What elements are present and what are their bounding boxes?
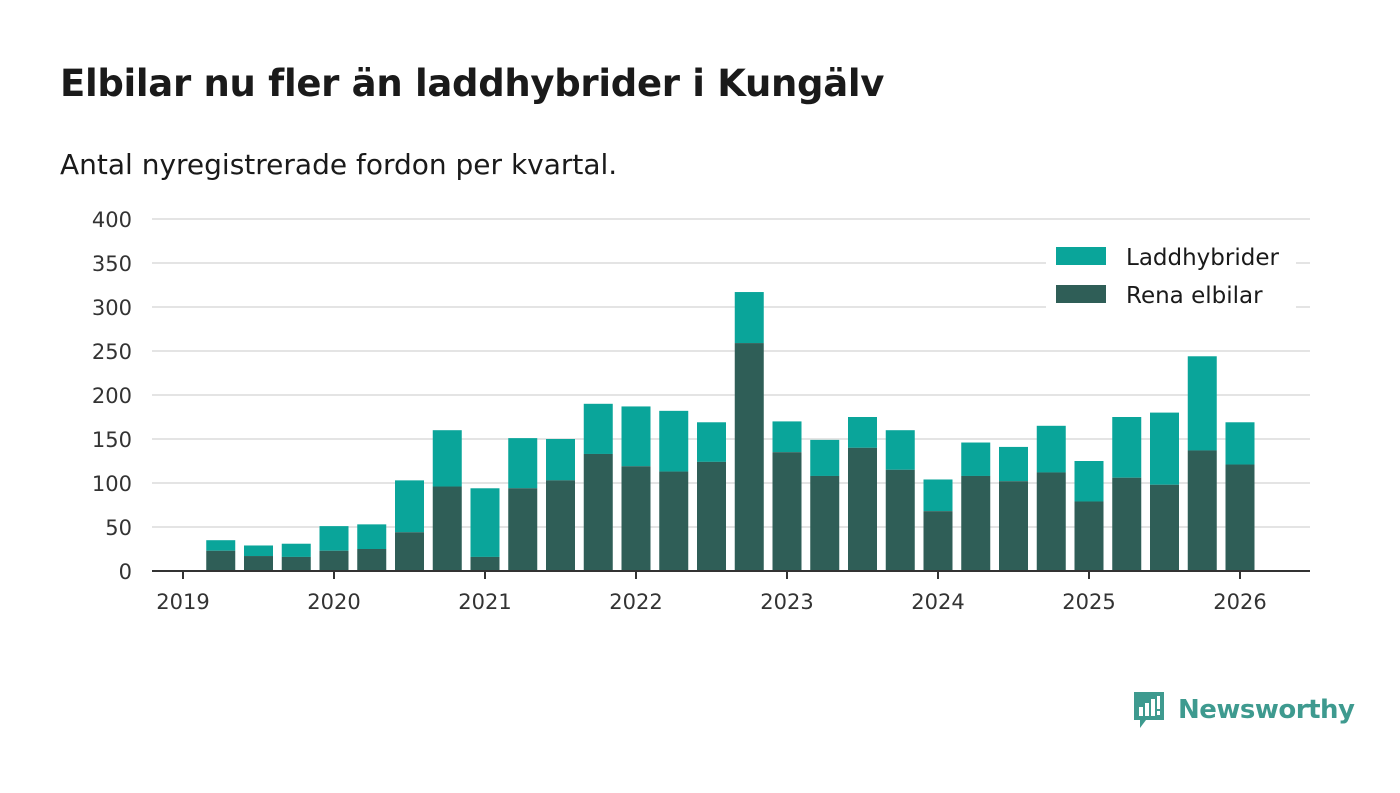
chart-subtitle: Antal nyregistrerade fordon per kvartal. <box>60 148 618 181</box>
bar-rena-elbilar <box>357 549 387 571</box>
bar-rena-elbilar <box>1112 477 1142 571</box>
bar-laddhybrider <box>244 545 273 557</box>
bar-laddhybrider <box>923 479 953 512</box>
y-tick-label: 50 <box>105 516 132 540</box>
x-tick-label: 2026 <box>1213 590 1266 614</box>
y-tick-label: 200 <box>92 384 132 408</box>
bar-rena-elbilar <box>432 486 462 571</box>
bar-laddhybrider <box>508 438 538 489</box>
stacked-bar-chart: 0 50 100 150 200 250 300 350 400 2019 2020 2021 202… <box>92 208 1310 614</box>
y-tick-label: 300 <box>92 296 132 320</box>
bar-laddhybrider <box>1225 422 1255 465</box>
bar-laddhybrider <box>659 410 689 472</box>
bar-rena-elbilar <box>961 475 991 571</box>
newsworthy-logo-icon <box>1134 692 1164 728</box>
y-axis-ticks: 0 50 100 150 200 250 300 350 400 <box>92 208 132 584</box>
legend-label-laddhybrider: Laddhybrider <box>1126 245 1279 271</box>
x-tick-label: 2025 <box>1062 590 1115 614</box>
y-tick-label: 400 <box>92 208 132 232</box>
bar-laddhybrider <box>734 292 764 344</box>
bar-laddhybrider <box>206 540 236 551</box>
bar-laddhybrider <box>395 480 424 533</box>
bar-laddhybrider <box>961 442 991 476</box>
bar-rena-elbilar <box>734 343 764 571</box>
x-tick-label: 2020 <box>307 590 360 614</box>
y-tick-label: 0 <box>119 560 132 584</box>
bar-rena-elbilar <box>395 532 424 571</box>
bar-laddhybrider <box>583 403 613 454</box>
bar-laddhybrider <box>848 417 877 448</box>
bar-rena-elbilar <box>508 488 538 571</box>
bar-laddhybrider <box>999 446 1028 482</box>
bar-laddhybrider <box>885 430 915 470</box>
legend: Laddhybrider Rena elbilar <box>1046 240 1296 309</box>
bar-laddhybrider <box>1036 425 1066 473</box>
bar-rena-elbilar <box>1150 484 1179 571</box>
bar-laddhybrider <box>546 439 575 481</box>
bar-laddhybrider <box>697 422 726 462</box>
chart-title: Elbilar nu fler än laddhybrider i Kungäl… <box>60 62 885 105</box>
legend-swatch-rena-elbilar <box>1056 285 1106 303</box>
bar-laddhybrider <box>470 488 500 557</box>
y-tick-label: 100 <box>92 472 132 496</box>
y-tick-label: 150 <box>92 428 132 452</box>
bar-rena-elbilar <box>697 461 726 571</box>
bar-laddhybrider <box>432 430 462 487</box>
legend-label-rena-elbilar: Rena elbilar <box>1126 283 1263 309</box>
bar-rena-elbilar <box>885 469 915 571</box>
bar-rena-elbilar <box>244 556 273 571</box>
x-tick-label: 2021 <box>458 590 511 614</box>
bar-rena-elbilar <box>546 480 575 571</box>
bar-laddhybrider <box>810 439 840 476</box>
bar-rena-elbilar <box>1187 450 1217 571</box>
bar-laddhybrider <box>1150 412 1179 485</box>
bar-rena-elbilar <box>583 453 613 571</box>
legend-swatch-laddhybrider <box>1056 247 1106 265</box>
brand-name: Newsworthy <box>1178 695 1355 725</box>
bar-rena-elbilar <box>848 447 877 571</box>
bar-rena-elbilar <box>659 471 689 571</box>
bar-laddhybrider <box>319 526 349 551</box>
x-tick-label: 2023 <box>760 590 813 614</box>
bar-laddhybrider <box>772 421 802 453</box>
bar-rena-elbilar <box>1036 472 1066 571</box>
y-tick-label: 350 <box>92 252 132 276</box>
x-tick-label: 2022 <box>609 590 662 614</box>
x-tick-label: 2024 <box>911 590 964 614</box>
bar-laddhybrider <box>1074 461 1104 502</box>
bar-laddhybrider <box>281 543 311 557</box>
bar-rena-elbilar <box>999 481 1028 571</box>
bar-rena-elbilar <box>923 511 953 571</box>
bar-rena-elbilar <box>1074 501 1104 571</box>
bar-laddhybrider <box>1112 417 1142 478</box>
bar-laddhybrider <box>1187 356 1217 451</box>
bar-laddhybrider <box>621 406 651 467</box>
brand-logo: Newsworthy <box>1132 690 1355 730</box>
bar-rena-elbilar <box>772 452 802 571</box>
bar-rena-elbilar <box>621 466 651 571</box>
y-tick-label: 250 <box>92 340 132 364</box>
bar-rena-elbilar <box>810 475 840 571</box>
x-axis-ticks: 2019 2020 2021 2022 2023 2024 2025 2026 <box>156 571 1267 614</box>
bar-rena-elbilar <box>1225 464 1255 571</box>
bar-rena-elbilar <box>281 556 311 571</box>
bar-rena-elbilar <box>319 550 349 571</box>
bar-laddhybrider <box>357 524 387 549</box>
bar-rena-elbilar <box>206 550 236 571</box>
x-tick-label: 2019 <box>156 590 209 614</box>
bar-rena-elbilar <box>470 556 500 571</box>
bars <box>206 292 1255 571</box>
